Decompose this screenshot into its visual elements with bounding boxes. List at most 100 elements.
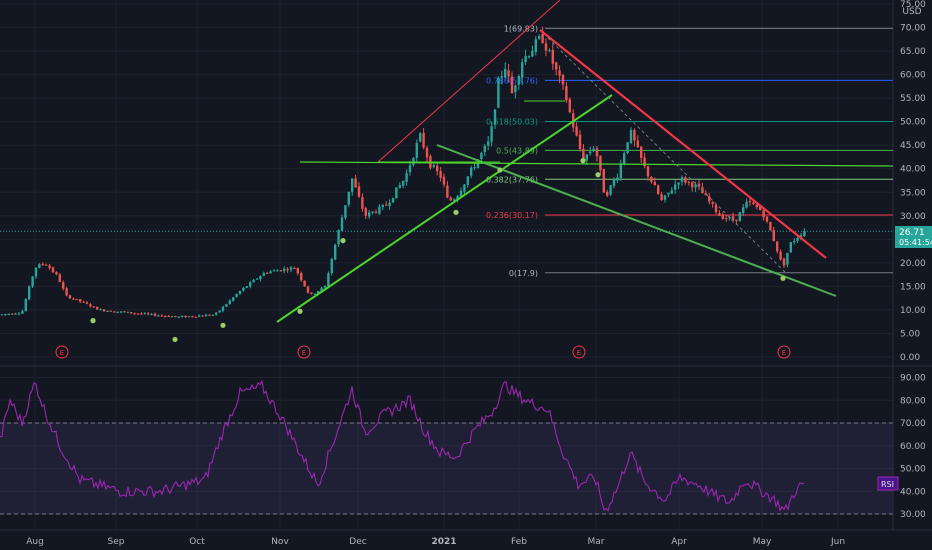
candle-body [674, 184, 677, 190]
trend-line[interactable] [299, 161, 894, 167]
candle-body [252, 279, 255, 283]
candle-body [646, 166, 650, 177]
buy-signal-dot [172, 336, 178, 343]
earnings-marker-icon[interactable] [297, 345, 311, 359]
candle-body [289, 267, 293, 270]
candle-body [436, 165, 439, 172]
earnings-marker-label: E [60, 349, 64, 357]
candle-body [796, 237, 799, 241]
candle-body [228, 300, 231, 304]
candle-body [17, 313, 21, 315]
rsi-tick-label: 60.00 [900, 442, 926, 452]
trend-line[interactable] [547, 37, 786, 273]
candle-body [786, 252, 789, 265]
trend-line[interactable] [436, 144, 837, 297]
candle-body [782, 258, 786, 266]
candle-body [497, 78, 500, 108]
buy-signal-dot [453, 209, 459, 215]
candle-body [28, 286, 31, 300]
candle-body [21, 311, 24, 314]
candle-body [85, 302, 89, 304]
candle-body [711, 202, 714, 204]
candle-body [31, 276, 34, 287]
candle-body [548, 49, 551, 51]
price-tick-label: 75.00 [900, 0, 926, 10]
candle-body [558, 70, 561, 76]
candle-body [731, 216, 735, 221]
candle-body [500, 75, 503, 78]
candle-body [538, 36, 541, 39]
candle-body [34, 267, 38, 277]
price-tick-label: 55.00 [900, 94, 926, 104]
candle-body [133, 313, 136, 315]
candle-body [667, 192, 670, 195]
candle-body [266, 272, 269, 274]
candle-body [249, 282, 252, 287]
candle-body [640, 146, 643, 158]
candle-body [170, 316, 174, 318]
rsi-tag-label: RSI [881, 480, 894, 489]
candle-body [599, 155, 602, 171]
fib-level-label: 1(69.83) [504, 24, 538, 33]
candle-body [609, 185, 612, 195]
candle-body [752, 202, 755, 205]
buy-signal-dot [497, 167, 503, 173]
candle-body [697, 183, 701, 187]
candle-body [793, 241, 796, 243]
trend-lines[interactable] [276, 0, 894, 323]
candle-body [187, 316, 191, 318]
candle-body [694, 184, 697, 188]
trend-line[interactable] [276, 94, 613, 323]
candle-body [262, 272, 265, 276]
candle-body [211, 314, 214, 316]
candle-body [48, 265, 51, 269]
fibonacci-retracement[interactable]: 1(69.83)0.786(58.76)0.618(50.03)0.5(43.8… [486, 24, 893, 278]
earnings-marker-icon[interactable] [55, 345, 69, 359]
rsi-tick-label: 40.00 [900, 487, 926, 497]
candle-body [493, 109, 497, 125]
candle-body [643, 157, 646, 167]
candle-body [568, 99, 571, 113]
candle-body [245, 286, 248, 288]
time-tick-label: Nov [271, 537, 289, 547]
candle-body [762, 210, 765, 218]
candle-body [361, 197, 364, 209]
candle-body [582, 148, 585, 162]
last-price-tag: 26.71 05:41:54 [895, 226, 932, 248]
time-axis[interactable]: Aug Sep Oct Nov Dec 2021 Feb Mar Apr May Jun [26, 537, 845, 547]
rsi-line [0, 379, 805, 512]
candle-body [623, 153, 626, 165]
candle-body [487, 141, 490, 146]
last-price-value: 26.71 [899, 228, 925, 238]
candle-body [473, 167, 476, 169]
candle-body [184, 315, 187, 318]
candle-body [663, 195, 667, 200]
candle-body [232, 297, 235, 301]
candle-body [755, 204, 758, 208]
candle-body [565, 86, 568, 101]
candle-body [164, 316, 167, 318]
candle-body [439, 171, 442, 178]
candle-body [198, 315, 201, 317]
candle-body [602, 169, 605, 193]
trend-line[interactable] [377, 0, 561, 163]
candle-body [283, 268, 286, 272]
candle-body [657, 185, 660, 195]
time-tick-label: Mar [588, 537, 605, 547]
candle-body [11, 313, 14, 315]
candle-body [385, 204, 388, 206]
earnings-marker-icon[interactable] [572, 345, 586, 359]
candle-body [592, 148, 595, 152]
earnings-marker-icon[interactable] [777, 345, 791, 359]
candle-body [725, 217, 728, 219]
trend-line[interactable] [539, 29, 827, 259]
rsi-tag-bg [877, 476, 899, 491]
price-tick-label: 0.00 [900, 353, 920, 363]
candle-body [89, 304, 92, 307]
candle-body [340, 217, 344, 231]
candle-body [160, 315, 163, 317]
candle-body [167, 315, 170, 317]
time-tick-label: Dec [349, 537, 366, 547]
